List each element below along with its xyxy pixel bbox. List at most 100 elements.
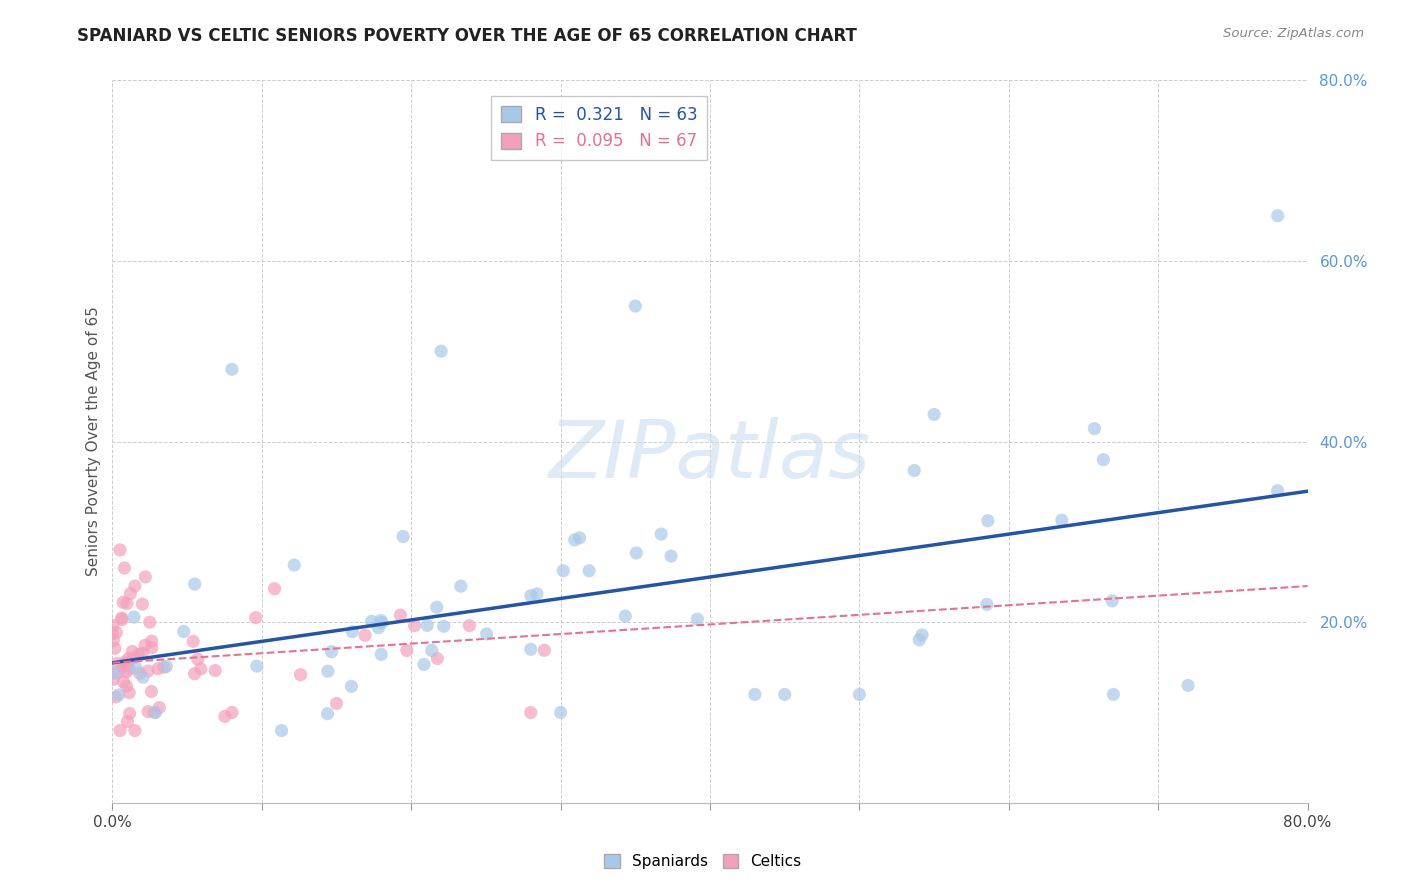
Point — [290, 667, 312, 681]
Point — [520, 589, 543, 603]
Point — [124, 723, 146, 738]
Point — [104, 665, 127, 680]
Point — [111, 611, 134, 625]
Point — [183, 666, 205, 681]
Point — [112, 674, 135, 689]
Point — [1092, 452, 1115, 467]
Point — [173, 624, 195, 639]
Point — [221, 362, 243, 376]
Point — [1267, 483, 1289, 498]
Point — [416, 618, 439, 632]
Point — [105, 625, 128, 640]
Y-axis label: Seniors Poverty Over the Age of 65: Seniors Poverty Over the Age of 65 — [86, 307, 101, 576]
Point — [153, 660, 176, 674]
Point — [1102, 687, 1125, 701]
Point — [134, 570, 156, 584]
Point — [108, 723, 131, 738]
Point — [911, 628, 934, 642]
Point — [389, 608, 412, 623]
Point — [181, 634, 204, 648]
Point — [433, 619, 456, 633]
Legend: R =  0.321   N = 63, R =  0.095   N = 67: R = 0.321 N = 63, R = 0.095 N = 67 — [491, 95, 707, 161]
Point — [1267, 209, 1289, 223]
Point — [122, 610, 145, 624]
Point — [404, 618, 426, 632]
Legend: Spaniards, Celtics: Spaniards, Celtics — [598, 848, 808, 875]
Point — [104, 690, 127, 704]
Point — [395, 643, 418, 657]
Point — [103, 673, 125, 687]
Point — [118, 706, 141, 721]
Point — [263, 582, 285, 596]
Point — [136, 664, 159, 678]
Point — [367, 621, 389, 635]
Point — [120, 587, 142, 601]
Point — [141, 640, 163, 655]
Point — [105, 657, 128, 671]
Point — [131, 597, 153, 611]
Point — [128, 647, 150, 661]
Point — [520, 642, 543, 657]
Point — [903, 463, 925, 477]
Point — [143, 706, 166, 720]
Point — [107, 665, 129, 680]
Point — [321, 645, 343, 659]
Point — [450, 579, 472, 593]
Point — [977, 514, 1000, 528]
Text: SPANIARD VS CELTIC SENIORS POVERTY OVER THE AGE OF 65 CORRELATION CHART: SPANIARD VS CELTIC SENIORS POVERTY OVER … — [77, 27, 858, 45]
Point — [134, 638, 156, 652]
Point — [108, 542, 131, 557]
Point — [187, 652, 209, 666]
Point — [550, 706, 572, 720]
Point — [270, 723, 292, 738]
Point — [430, 344, 453, 359]
Point — [624, 299, 647, 313]
Point — [141, 684, 163, 698]
Point — [111, 613, 134, 627]
Point — [426, 600, 449, 615]
Point — [773, 687, 796, 701]
Point — [128, 666, 150, 681]
Point — [578, 564, 600, 578]
Point — [370, 614, 392, 628]
Point — [526, 587, 548, 601]
Text: ZIPatlas: ZIPatlas — [548, 417, 872, 495]
Point — [413, 657, 436, 672]
Point — [214, 709, 236, 723]
Point — [354, 628, 377, 642]
Point — [131, 646, 153, 660]
Point — [533, 643, 555, 657]
Point — [145, 706, 167, 720]
Point — [112, 595, 135, 609]
Point — [141, 634, 163, 648]
Point — [458, 618, 481, 632]
Point — [564, 533, 586, 547]
Point — [101, 627, 124, 641]
Point — [426, 651, 449, 665]
Point — [626, 546, 648, 560]
Point — [283, 558, 305, 572]
Point — [155, 659, 177, 673]
Point — [118, 662, 141, 676]
Point — [246, 659, 269, 673]
Point — [103, 633, 125, 648]
Point — [117, 714, 139, 729]
Point — [125, 661, 148, 675]
Point — [1177, 678, 1199, 692]
Point — [245, 610, 267, 624]
Point — [1050, 513, 1073, 527]
Point — [744, 687, 766, 701]
Point — [908, 632, 931, 647]
Point — [132, 670, 155, 684]
Point — [121, 644, 143, 658]
Point — [1083, 421, 1105, 435]
Point — [650, 527, 672, 541]
Point — [184, 577, 207, 591]
Point — [111, 659, 134, 673]
Point — [117, 657, 139, 672]
Point — [115, 596, 138, 610]
Point — [342, 624, 364, 639]
Point — [101, 618, 124, 632]
Point — [325, 697, 347, 711]
Point — [1101, 594, 1123, 608]
